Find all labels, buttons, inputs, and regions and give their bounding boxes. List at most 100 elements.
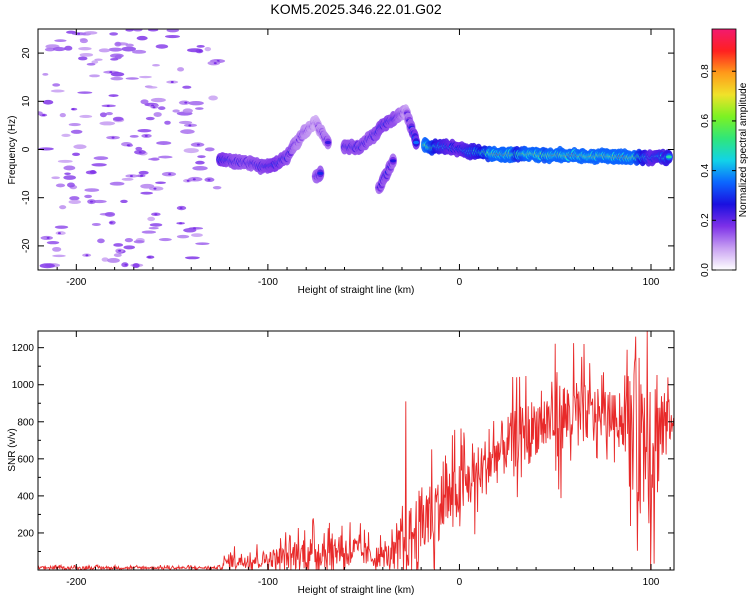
noise-core <box>144 134 148 137</box>
spectrogram-ytick-label: -10 <box>21 190 32 205</box>
snr-ytick-label: 1200 <box>12 343 35 354</box>
snr-background <box>38 331 674 570</box>
noise-blob <box>59 112 66 118</box>
noise-blob <box>145 116 155 121</box>
noise-blob <box>192 165 208 171</box>
noise-blob <box>99 121 116 126</box>
noise-blob <box>141 230 157 234</box>
colorbar-tick-label: 0.8 <box>700 64 711 78</box>
noise-blob <box>140 183 155 189</box>
colorbar-tick-label: 0.2 <box>700 213 711 227</box>
noise-blob <box>44 47 55 52</box>
colorbar-ticks: 0.0 0.2 0.4 0.6 0.8 <box>700 64 736 277</box>
colorbar-scale <box>711 28 737 271</box>
noise-blob <box>195 107 204 110</box>
colorbar-tick-label: 0.4 <box>700 163 711 177</box>
noise-core <box>126 144 130 147</box>
spectrogram-ytick-label: 10 <box>21 95 32 107</box>
noise-blob <box>204 47 212 52</box>
noise-blob <box>84 188 100 192</box>
snr-ytick-label: 1000 <box>12 380 35 391</box>
noise-blob <box>101 257 109 262</box>
noise-blob <box>38 111 43 116</box>
noise-core <box>46 236 50 239</box>
snr-panel: -200 -100 0 100 200 400 600 800 1000 1200 Height … <box>7 330 675 596</box>
noise-blob <box>204 147 215 152</box>
noise-blob <box>110 57 119 61</box>
colorbar-tick-label: 0.0 <box>700 263 711 277</box>
noise-blob <box>97 238 105 244</box>
noise-blob <box>64 45 73 51</box>
noise-blob <box>52 46 66 52</box>
noise-blob <box>110 72 125 77</box>
noise-blob <box>113 253 122 258</box>
noise-blob <box>123 245 136 250</box>
noise-blob <box>66 30 77 34</box>
noise-blob <box>42 72 49 76</box>
noise-blob <box>197 155 206 159</box>
noise-blob <box>146 86 158 89</box>
noise-blob <box>59 205 67 210</box>
snr-ticks: -200 -100 0 100 200 400 600 800 1000 1200 <box>12 331 674 588</box>
noise-blob <box>57 159 73 163</box>
spectrogram-marks <box>38 29 673 269</box>
noise-blob <box>78 56 88 61</box>
noise-blob <box>79 52 94 57</box>
noise-blob <box>158 106 166 111</box>
noise-core <box>170 81 174 84</box>
noise-blob <box>137 129 152 133</box>
snr-xtick-label: 100 <box>643 577 660 588</box>
noise-core <box>89 200 93 203</box>
noise-blob <box>98 48 111 53</box>
noise-blob <box>121 46 137 52</box>
noise-blob <box>183 228 197 233</box>
noise-blob <box>68 123 81 127</box>
noise-blob <box>125 43 134 47</box>
noise-blob <box>108 47 123 52</box>
noise-blob <box>112 116 124 122</box>
spectrogram-ytick-label: 20 <box>21 47 32 59</box>
noise-blob <box>182 85 192 89</box>
noise-blob <box>109 32 119 36</box>
noise-blob <box>140 99 149 105</box>
noise-blob <box>184 256 200 260</box>
noise-core <box>184 101 188 104</box>
noise-blob <box>165 34 180 39</box>
noise-blob <box>191 233 203 237</box>
noise-blob <box>79 38 88 44</box>
noise-blob <box>135 146 143 151</box>
noise-core <box>147 256 151 259</box>
noise-core <box>152 106 156 109</box>
noise-blob <box>139 75 152 79</box>
noise-core <box>207 178 211 181</box>
noise-blob <box>64 172 71 175</box>
noise-blob <box>108 94 119 97</box>
noise-blob <box>180 129 195 134</box>
noise-blob <box>166 29 179 33</box>
noise-blob <box>212 185 222 190</box>
colorbar-label: Normalized spectral amplitude <box>738 82 749 217</box>
noise-blob <box>138 170 149 175</box>
noise-blob <box>148 157 160 161</box>
noise-blob <box>52 83 61 87</box>
noise-blob <box>38 147 54 151</box>
noise-blob <box>113 243 124 247</box>
noise-blob <box>125 29 134 32</box>
noise-blob <box>156 141 172 145</box>
noise-blob <box>51 176 61 180</box>
noise-blob <box>89 74 100 78</box>
noise-blob <box>93 156 109 160</box>
spectrogram-xtick-label: -200 <box>66 277 86 288</box>
noise-core <box>198 50 202 53</box>
noise-blob <box>164 120 171 125</box>
noise-blob <box>177 67 185 72</box>
noise-core <box>109 71 113 74</box>
noise-blob <box>72 152 81 157</box>
noise-blob <box>89 169 96 174</box>
noise-blob <box>107 258 120 263</box>
noise-blob <box>84 194 93 199</box>
noise-core <box>140 174 144 177</box>
noise-blob <box>178 120 193 125</box>
noise-blob <box>158 237 172 242</box>
